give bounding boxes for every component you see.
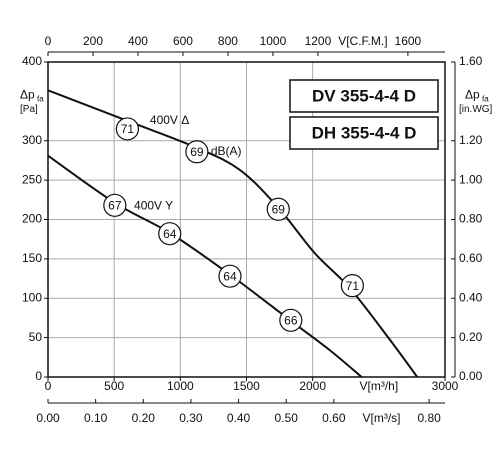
top-tick-label: 1000	[260, 34, 287, 48]
top-axis-label: V[C.F.M.]	[338, 34, 387, 48]
noise-value: 69	[272, 202, 286, 216]
top-tick-label: 1600	[395, 34, 422, 48]
x-tick-label: 0	[45, 379, 52, 393]
y-tick-label: 200	[22, 212, 42, 226]
x-tick-label: 1500	[233, 379, 260, 393]
bottom2-tick-label: 0.10	[84, 411, 108, 425]
y-tick-label: 250	[22, 172, 42, 186]
x-tick-label: 2000	[299, 379, 326, 393]
bottom2-tick-label: 0.40	[227, 411, 251, 425]
y-tick-label: 150	[22, 251, 42, 265]
y2-axis-label-unit: [in.WG]	[459, 104, 493, 115]
bottom2-tick-label: 0.30	[179, 411, 203, 425]
y-axis-label: Δp	[20, 88, 35, 102]
y-tick-label: 100	[22, 290, 42, 304]
bottom2-tick-label: 0.00	[36, 411, 60, 425]
noise-marker	[158, 222, 182, 246]
top-tick-label: 1200	[305, 34, 332, 48]
model-box	[289, 79, 439, 113]
y2-axis-label: Δp	[465, 88, 480, 102]
noise-marker	[266, 197, 290, 221]
noise-unit: dB(A)	[211, 144, 242, 158]
noise-value: 66	[284, 313, 298, 327]
y-tick-label: 400	[22, 54, 42, 68]
y-tick-label: 0	[35, 369, 42, 383]
x-tick-label: 500	[104, 379, 124, 393]
noise-marker	[340, 274, 364, 298]
series-label: 400V Y	[134, 198, 173, 212]
noise-value: 69	[190, 145, 204, 159]
noise-marker	[218, 264, 242, 288]
top-tick-label: 0	[45, 34, 52, 48]
bottom2-tick-label: 0.50	[275, 411, 299, 425]
bottom2-axis-label: V[m³/s]	[362, 411, 400, 425]
curve	[47, 154, 363, 378]
noise-value: 71	[346, 279, 360, 293]
model-name: DH 355-4-4 D	[312, 123, 417, 142]
y-axis-label-unit: [Pa]	[20, 104, 38, 115]
x-axis-label: V[m³/h]	[359, 379, 398, 393]
y2-tick-label: 0.40	[459, 290, 483, 304]
y-tick-label: 300	[22, 133, 42, 147]
top-tick-label: 200	[83, 34, 103, 48]
x-tick-label: 3000	[432, 379, 459, 393]
noise-marker	[103, 193, 127, 217]
bottom2-tick-label: 0.60	[322, 411, 346, 425]
series-label: 400V Δ	[150, 113, 189, 127]
y2-tick-label: 0.60	[459, 251, 483, 265]
y2-tick-label: 1.20	[459, 133, 483, 147]
y-axis-label-sub: fa	[37, 94, 44, 103]
y2-tick-label: 0.80	[459, 212, 483, 226]
y2-tick-label: 0.00	[459, 369, 483, 383]
model-name: DV 355-4-4 D	[312, 86, 416, 105]
y2-tick-label: 1.00	[459, 172, 483, 186]
y2-tick-label: 1.60	[459, 54, 483, 68]
top-tick-label: 400	[128, 34, 148, 48]
y2-axis-label-sub: fa	[482, 94, 489, 103]
noise-value: 64	[223, 269, 237, 283]
noise-value: 67	[108, 198, 122, 212]
bottom2-tick-label: 0.80	[417, 411, 441, 425]
noise-marker	[115, 117, 140, 141]
noise-value: 64	[163, 227, 177, 241]
x-tick-label: 1000	[167, 379, 194, 393]
noise-value: 71	[121, 122, 135, 136]
y2-tick-label: 0.20	[459, 330, 483, 344]
noise-marker	[279, 308, 303, 332]
noise-marker	[185, 140, 209, 164]
model-box	[289, 116, 439, 150]
bottom2-tick-label: 0.20	[132, 411, 156, 425]
top-tick-label: 600	[173, 34, 193, 48]
y-tick-label: 50	[29, 330, 43, 344]
top-tick-label: 800	[218, 34, 238, 48]
